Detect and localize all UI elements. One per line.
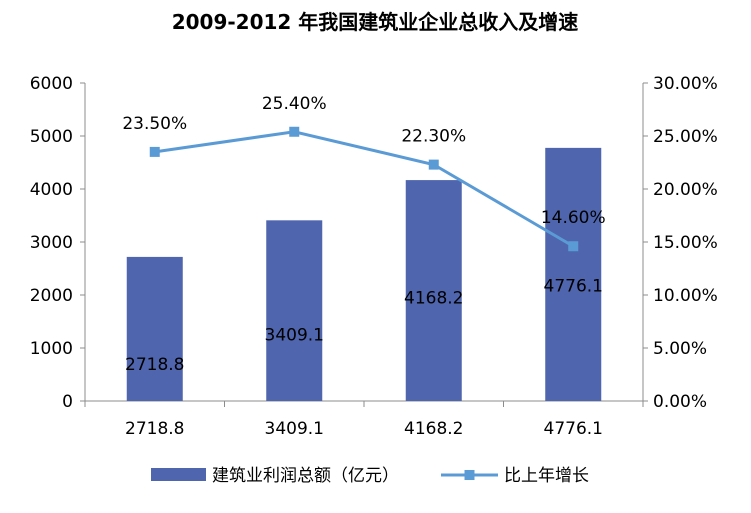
- right-axis-tick-label: 30.00%: [653, 74, 718, 94]
- legend-bar-label: 建筑业利润总额（亿元）: [212, 466, 399, 486]
- x-axis-tick-label: 3409.1: [265, 419, 324, 439]
- line-data-label: 23.50%: [122, 114, 187, 134]
- legend-bar-swatch: [151, 468, 206, 481]
- chart-title: 2009-2012 年我国建筑业企业总收入及增速: [172, 10, 579, 34]
- right-axis-tick-label: 5.00%: [653, 339, 707, 359]
- left-axis-tick-label: 2000: [30, 286, 73, 306]
- bar-data-label: 4168.2: [404, 289, 463, 309]
- right-axis-tick-label: 0.00%: [653, 392, 707, 412]
- x-axis-tick-label: 2718.8: [125, 419, 184, 439]
- bar-data-label: 4776.1: [544, 276, 603, 296]
- line-series: [149, 126, 579, 252]
- line-data-label: 25.40%: [262, 94, 327, 114]
- line-marker: [149, 146, 160, 157]
- axes: 0 1000 2000 3000 4000 5000 6000 0.00% 5.00% 10.00…: [30, 74, 718, 439]
- bar-data-label: 3409.1: [265, 326, 324, 346]
- right-axis-tick-label: 15.00%: [653, 233, 718, 253]
- line-marker: [289, 126, 300, 137]
- left-axis-tick-label: 5000: [30, 127, 73, 147]
- line-data-label: 22.30%: [401, 127, 466, 147]
- bar-data-label: 2718.8: [125, 355, 184, 375]
- left-axis-tick-label: 6000: [30, 74, 73, 94]
- bar: [266, 220, 323, 401]
- bar-series: [126, 147, 602, 401]
- right-axis-tick-label: 10.00%: [653, 286, 718, 306]
- bar: [405, 180, 462, 401]
- line-data-label: 14.60%: [541, 208, 606, 228]
- left-axis-tick-label: 4000: [30, 180, 73, 200]
- x-axis-tick-label: 4776.1: [544, 419, 603, 439]
- legend-line-marker: [464, 470, 475, 480]
- right-axis-tick-label: 25.00%: [653, 127, 718, 147]
- bar: [545, 147, 602, 401]
- line-marker: [568, 241, 579, 252]
- legend: 建筑业利润总额（亿元） 比上年增长: [151, 466, 589, 486]
- legend-line-label: 比上年增长: [504, 466, 589, 486]
- x-axis-tick-label: 4168.2: [404, 419, 463, 439]
- left-axis-tick-label: 1000: [30, 339, 73, 359]
- bar: [126, 256, 183, 401]
- data-labels: 2718.8 3409.1 4168.2 4776.1 23.50% 25.40% 22.3…: [122, 94, 605, 375]
- growth-line: [154, 130, 575, 248]
- left-axis-tick-label: 0: [62, 392, 73, 412]
- line-marker: [428, 159, 439, 170]
- right-axis-tick-label: 20.00%: [653, 180, 718, 200]
- left-axis-tick-label: 3000: [30, 233, 73, 253]
